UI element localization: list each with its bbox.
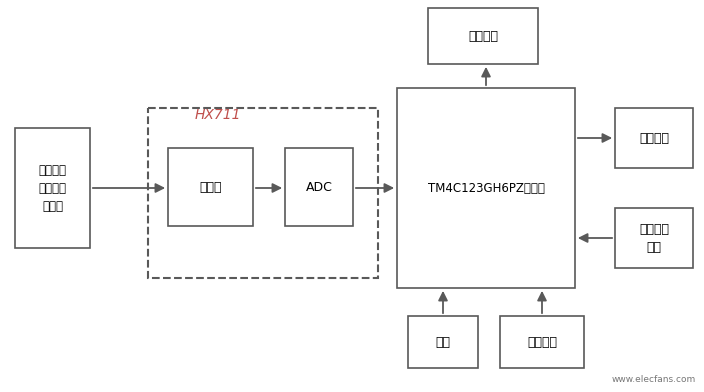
Text: 按键: 按键 (436, 336, 451, 348)
Bar (285, 148, 353, 226)
Text: 放大器: 放大器 (199, 180, 222, 194)
Text: TM4C123GH6PZ控制器: TM4C123GH6PZ控制器 (427, 181, 544, 194)
Bar (397, 88, 575, 288)
Text: 液晶显示: 液晶显示 (468, 29, 498, 42)
Text: 电阵应变
片桥式测
量电路: 电阵应变 片桥式测 量电路 (39, 163, 66, 212)
Bar (408, 316, 478, 368)
Text: 声光报警: 声光报警 (639, 131, 669, 145)
Text: ADC: ADC (306, 180, 332, 194)
Bar (615, 108, 693, 168)
Text: 测温电路: 测温电路 (527, 336, 557, 348)
Text: HX711: HX711 (195, 108, 241, 122)
Text: www.elecfans.com: www.elecfans.com (612, 375, 696, 384)
Bar (15, 128, 90, 248)
Bar (428, 8, 538, 64)
Text: 实时时钟
电路: 实时时钟 电路 (639, 223, 669, 254)
Bar (168, 148, 253, 226)
Bar (615, 208, 693, 268)
Bar (500, 316, 584, 368)
Bar (148, 108, 378, 278)
